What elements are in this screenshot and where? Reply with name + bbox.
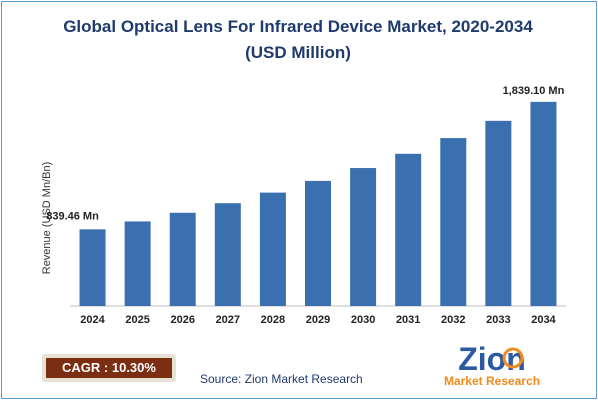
bar-2026 <box>169 212 196 306</box>
bar-2033 <box>485 120 512 307</box>
x-tick-labels: 2024 2025 2026 2027 2028 2029 2030 2031 2032 2033… <box>80 314 556 326</box>
bars-group <box>79 101 557 307</box>
bar-2031 <box>395 153 422 306</box>
title-line-2: (USD Million) <box>245 43 351 62</box>
bar-2024 <box>79 229 106 306</box>
x-tick-2030: 2030 <box>351 314 375 326</box>
x-tick-2034: 2034 <box>531 314 556 326</box>
cagr-badge: CAGR : 10.30% <box>42 354 176 382</box>
x-tick-2032: 2032 <box>441 314 465 326</box>
data-labels: 839.46 Mn 1,839.10 Mn <box>46 85 564 223</box>
x-tick-2028: 2028 <box>261 314 285 326</box>
data-label-2034: 1,839.10 Mn <box>503 85 565 97</box>
bar-2028 <box>259 192 286 306</box>
x-tick-2024: 2024 <box>80 314 105 326</box>
zion-logo: Zion Market Research <box>444 341 540 388</box>
bar-2034 <box>530 101 557 306</box>
x-tick-2025: 2025 <box>125 314 149 326</box>
logo-globe-icon <box>502 347 524 369</box>
cagr-label: CAGR : 10.30% <box>46 358 172 378</box>
x-tick-2027: 2027 <box>216 314 240 326</box>
bar-2025 <box>124 221 151 306</box>
title-line-1: Global Optical Lens For Infrared Device … <box>63 17 533 36</box>
bar-2027 <box>214 203 241 306</box>
bar-2032 <box>440 138 467 306</box>
x-tick-2031: 2031 <box>396 314 420 326</box>
chart-title: Global Optical Lens For Infrared Device … <box>0 14 596 66</box>
y-axis-label: Revenue (USD Mn/Bn) <box>41 162 53 275</box>
x-tick-2026: 2026 <box>170 314 194 326</box>
source-text: Source: Zion Market Research <box>200 372 363 386</box>
bar-2030 <box>350 168 377 306</box>
x-tick-2029: 2029 <box>306 314 330 326</box>
logo-subtitle: Market Research <box>444 374 540 388</box>
bar-2029 <box>305 180 331 306</box>
data-label-2024: 839.46 Mn <box>46 210 99 222</box>
logo-word: Zion <box>458 341 526 377</box>
x-tick-2033: 2033 <box>486 314 510 326</box>
